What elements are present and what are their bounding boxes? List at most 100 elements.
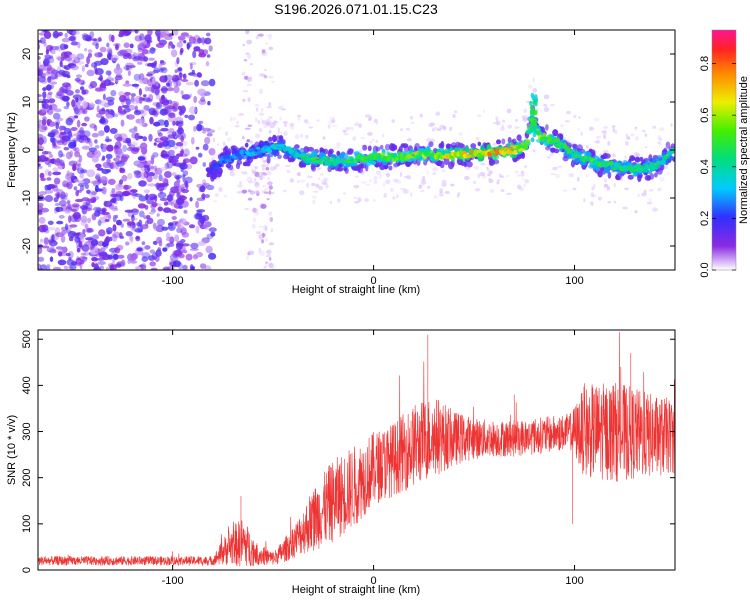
heatmap-cell xyxy=(258,225,264,228)
heatmap-cell xyxy=(55,93,64,99)
heatmap-cell xyxy=(546,156,551,159)
heatmap-cell xyxy=(110,161,116,170)
heatmap-cell xyxy=(173,146,179,150)
heatmap-cell xyxy=(46,84,52,91)
heatmap-ridge-cell xyxy=(530,92,535,98)
heatmap-cell xyxy=(73,115,79,119)
heatmap-cell xyxy=(418,184,423,189)
heatmap-cell xyxy=(630,133,635,137)
heatmap-cell xyxy=(38,209,43,215)
heatmap-cell xyxy=(118,91,125,97)
heatmap-cell xyxy=(139,33,145,41)
heatmap-cell xyxy=(41,245,50,249)
heatmap-ridge-cell xyxy=(553,148,560,154)
heatmap-cell xyxy=(392,196,396,200)
heatmap-cell xyxy=(432,166,439,172)
heatmap-cell xyxy=(591,201,594,207)
heatmap-cell xyxy=(400,128,403,132)
heatmap-cell xyxy=(179,50,183,56)
heatmap-cell xyxy=(495,115,499,119)
heatmap-cell xyxy=(352,136,357,141)
heatmap-cell xyxy=(129,224,135,231)
heatmap-cell xyxy=(645,146,648,149)
heatmap-cell xyxy=(246,39,253,45)
heatmap-cell xyxy=(82,201,88,209)
heatmap-cell xyxy=(154,255,160,262)
heatmap-cell xyxy=(162,207,172,213)
heatmap-cell xyxy=(255,175,262,178)
heatmap-cell xyxy=(175,141,184,147)
heatmap-cell xyxy=(622,206,628,210)
heatmap-cell xyxy=(183,158,191,164)
heatmap-cell xyxy=(265,167,270,171)
heatmap-ridge-cell xyxy=(384,143,391,151)
heatmap-cell xyxy=(213,153,220,159)
heatmap-cell xyxy=(543,94,550,100)
heatmap-cell xyxy=(657,187,662,191)
heatmap-cell xyxy=(160,127,169,132)
heatmap-cell xyxy=(246,83,252,86)
colorbar-tick-label: 0.0 xyxy=(699,262,711,277)
heatmap-cell xyxy=(166,242,175,247)
heatmap-cell xyxy=(435,111,441,116)
heatmap-cell xyxy=(89,81,98,89)
heatmap-cell xyxy=(82,100,88,109)
heatmap-cell xyxy=(94,68,98,75)
heatmap-cell xyxy=(297,114,301,118)
heatmap-cell xyxy=(244,75,249,80)
heatmap-cell xyxy=(118,30,126,36)
heatmap-cell xyxy=(122,30,132,36)
heatmap-cell xyxy=(245,30,250,35)
heatmap-cell xyxy=(191,137,195,145)
heatmap-ridge-cell xyxy=(328,148,334,154)
heatmap-cell xyxy=(43,237,49,245)
heatmap-cell xyxy=(174,234,180,242)
heatmap-cell xyxy=(138,88,142,96)
heatmap-y-axis-label: Frequency (Hz) xyxy=(6,112,18,188)
heatmap-cell xyxy=(207,101,211,106)
heatmap-cell xyxy=(477,173,481,178)
heatmap-cell xyxy=(259,250,266,257)
heatmap-cell xyxy=(160,86,168,94)
heatmap-cell xyxy=(550,104,555,107)
heatmap-cell xyxy=(318,185,323,191)
heatmap-cell xyxy=(123,184,129,190)
heatmap-ridge-cell xyxy=(654,165,659,170)
heatmap-cell xyxy=(357,197,362,203)
heatmap-cell xyxy=(593,141,600,144)
heatmap-cell xyxy=(103,125,110,133)
heatmap-cell xyxy=(46,67,56,75)
heatmap-ridge-cell xyxy=(336,156,341,161)
heatmap-cell xyxy=(116,219,122,226)
heatmap-cell xyxy=(577,127,581,131)
heatmap-cell xyxy=(532,77,535,83)
heatmap-cell xyxy=(202,143,209,151)
heatmap-cell xyxy=(100,115,105,124)
heatmap-cell xyxy=(115,183,124,191)
heatmap-cell xyxy=(81,145,90,150)
heatmap-cell xyxy=(166,236,174,242)
heatmap-cell xyxy=(127,172,133,180)
heatmap-cell xyxy=(521,115,525,120)
heatmap-cell xyxy=(523,115,528,120)
heatmap-ridge-cell xyxy=(516,134,522,141)
heatmap-cell xyxy=(46,177,52,181)
heatmap-cell xyxy=(84,183,89,189)
heatmap-cell xyxy=(454,138,457,142)
heatmap-ridge-cell xyxy=(428,141,434,148)
heatmap-cell xyxy=(129,43,134,49)
heatmap-cell xyxy=(110,193,119,198)
heatmap-ridge-cell xyxy=(267,148,272,153)
heatmap-cell xyxy=(75,61,85,65)
heatmap-cell xyxy=(96,167,104,171)
heatmap-cell xyxy=(321,179,328,184)
heatmap-cell xyxy=(115,160,125,167)
heatmap-cell xyxy=(472,180,477,184)
heatmap-cell xyxy=(143,189,150,194)
heatmap-ridge-cell xyxy=(313,151,318,158)
heatmap-cell xyxy=(457,191,460,197)
heatmap-cell xyxy=(634,210,638,214)
heatmap-cell xyxy=(79,96,84,101)
heatmap-cell xyxy=(87,217,92,223)
heatmap-cell xyxy=(142,106,149,111)
